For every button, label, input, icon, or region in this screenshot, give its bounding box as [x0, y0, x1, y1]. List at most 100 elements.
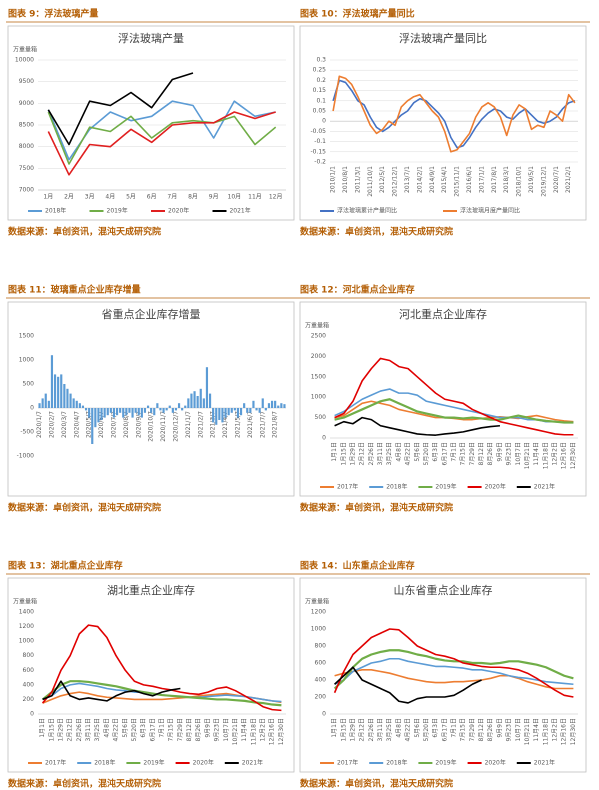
series-line — [334, 416, 501, 436]
bar — [202, 398, 205, 408]
legend-label: 2019年 — [435, 759, 456, 767]
x-tick-label: 2019/12/1 — [540, 166, 547, 197]
bar — [215, 408, 218, 425]
series-line — [42, 680, 181, 702]
bar — [137, 408, 140, 416]
legend-label: 2019年 — [143, 759, 164, 767]
series-line — [334, 666, 482, 704]
bar — [196, 396, 199, 408]
x-tick-label: 4月8日 — [395, 718, 402, 738]
figure-caption: 图表 11：玻璃重点企业库存增量 — [8, 284, 141, 296]
x-tick-label: 10月21日 — [524, 442, 531, 469]
series-line — [47, 111, 276, 176]
x-tick-label: 8月26日 — [195, 718, 202, 741]
series-line — [47, 111, 277, 165]
x-tick-label: 5月6日 — [414, 718, 421, 738]
bar — [267, 403, 271, 408]
bar — [264, 408, 267, 411]
x-tick-label: 2020/4/7 — [73, 411, 80, 438]
x-tick-label: 2021/7/7 — [259, 411, 266, 438]
chart-title: 河北重点企业库存 — [399, 307, 487, 321]
x-tick-label: 2021/1/7 — [185, 411, 192, 438]
legend-label: 2019年 — [435, 483, 456, 491]
y-tick-label: 8000 — [19, 143, 34, 150]
bar — [184, 405, 187, 408]
x-tick-label: 8月26日 — [487, 718, 494, 741]
x-tick-label: 2月12日 — [359, 718, 366, 741]
bar — [78, 403, 81, 408]
x-tick-label: 1月15日 — [340, 718, 347, 741]
y-tick-label: 800 — [315, 643, 327, 650]
bar — [246, 408, 249, 413]
figure-caption: 图表 13：湖北重点企业库存 — [8, 560, 123, 572]
bar — [72, 398, 75, 408]
bar — [50, 355, 54, 408]
x-tick-label: 10月7日 — [515, 718, 522, 741]
x-tick-label: 10月21日 — [232, 718, 239, 745]
x-tick-label: 2020/7/1 — [553, 166, 560, 193]
legend-label: 2020年 — [485, 483, 506, 491]
y-tick-label: 10000 — [15, 57, 34, 64]
x-tick-label: 12月2日 — [552, 442, 559, 465]
chart-title: 湖北重点企业库存 — [107, 583, 195, 597]
bar — [193, 391, 196, 408]
bar — [177, 403, 181, 408]
x-tick-label: 2月12日 — [359, 442, 366, 465]
legend-label: 2020年 — [193, 759, 214, 767]
x-tick-label: 2019/5/1 — [528, 166, 535, 193]
x-tick-label: 6月17日 — [441, 442, 448, 465]
x-tick-label: 2020/9/7 — [135, 411, 142, 438]
bar — [227, 408, 230, 416]
legend-label: 2017年 — [337, 483, 358, 491]
x-tick-label: 7月1日 — [451, 718, 458, 738]
x-tick-label: 11月4日 — [241, 718, 248, 741]
bar — [122, 408, 125, 418]
x-tick-label: 3月11日 — [377, 442, 384, 465]
source-note: 数据来源：卓创资讯，混沌天成研究院 — [300, 778, 453, 790]
x-tick-label: 12月16日 — [561, 442, 568, 469]
x-tick-label: 2020/6/7 — [98, 411, 105, 438]
legend-label: 2021年 — [229, 207, 250, 215]
bar — [270, 400, 274, 408]
series-line — [333, 628, 574, 698]
bar — [159, 408, 162, 411]
legend-label: 2018年 — [94, 759, 115, 767]
y-tick-label: 0.25 — [313, 67, 327, 74]
x-tick-label: 7月29日 — [469, 442, 476, 465]
x-tick-label: 5月6日 — [414, 442, 421, 462]
y-tick-label: 0.3 — [316, 57, 326, 64]
y-tick-label: 7000 — [19, 187, 34, 194]
x-tick-label: 8月26日 — [487, 442, 494, 465]
y-tick-label: 1000 — [19, 357, 34, 364]
source-note: 数据来源：卓创资讯，混沌天成研究院 — [8, 778, 161, 790]
bar — [258, 408, 261, 413]
bar — [94, 408, 97, 428]
x-tick-label: 7月15日 — [460, 718, 467, 741]
x-tick-label: 10月 — [228, 194, 242, 201]
x-tick-label: 2016/6/1 — [466, 166, 473, 193]
bar — [112, 408, 116, 418]
y-tick-label: 9500 — [19, 78, 34, 85]
bar — [146, 405, 150, 408]
y-tick-label: 1000 — [19, 638, 34, 645]
x-tick-label: 1月29日 — [57, 718, 64, 741]
bar — [187, 398, 190, 408]
x-tick-label: 2月 — [64, 194, 74, 201]
x-tick-label: 12月 — [269, 194, 283, 201]
x-tick-label: 6月3日 — [432, 718, 439, 738]
y-tick-label: 0.2 — [316, 77, 326, 84]
x-tick-label: 2020/5/7 — [86, 411, 93, 438]
x-tick-label: 1月 — [43, 194, 53, 201]
y-tick-label: 400 — [23, 681, 35, 688]
y-axis-unit: 万重量箱 — [13, 598, 37, 606]
y-tick-label: 600 — [315, 660, 327, 667]
x-tick-label: 3月11日 — [377, 718, 384, 741]
legend-label: 2021年 — [534, 483, 555, 491]
legend-label: 2019年 — [107, 207, 128, 215]
x-tick-label: 1月29日 — [349, 718, 356, 741]
bar — [41, 398, 44, 408]
source-note: 数据来源：卓创资讯，混沌天成研究院 — [8, 226, 161, 238]
figure-caption: 图表 14：山东重点企业库存 — [300, 560, 415, 572]
bar — [274, 400, 277, 408]
legend-label: 浮法玻璃累计产量同比 — [337, 207, 397, 215]
